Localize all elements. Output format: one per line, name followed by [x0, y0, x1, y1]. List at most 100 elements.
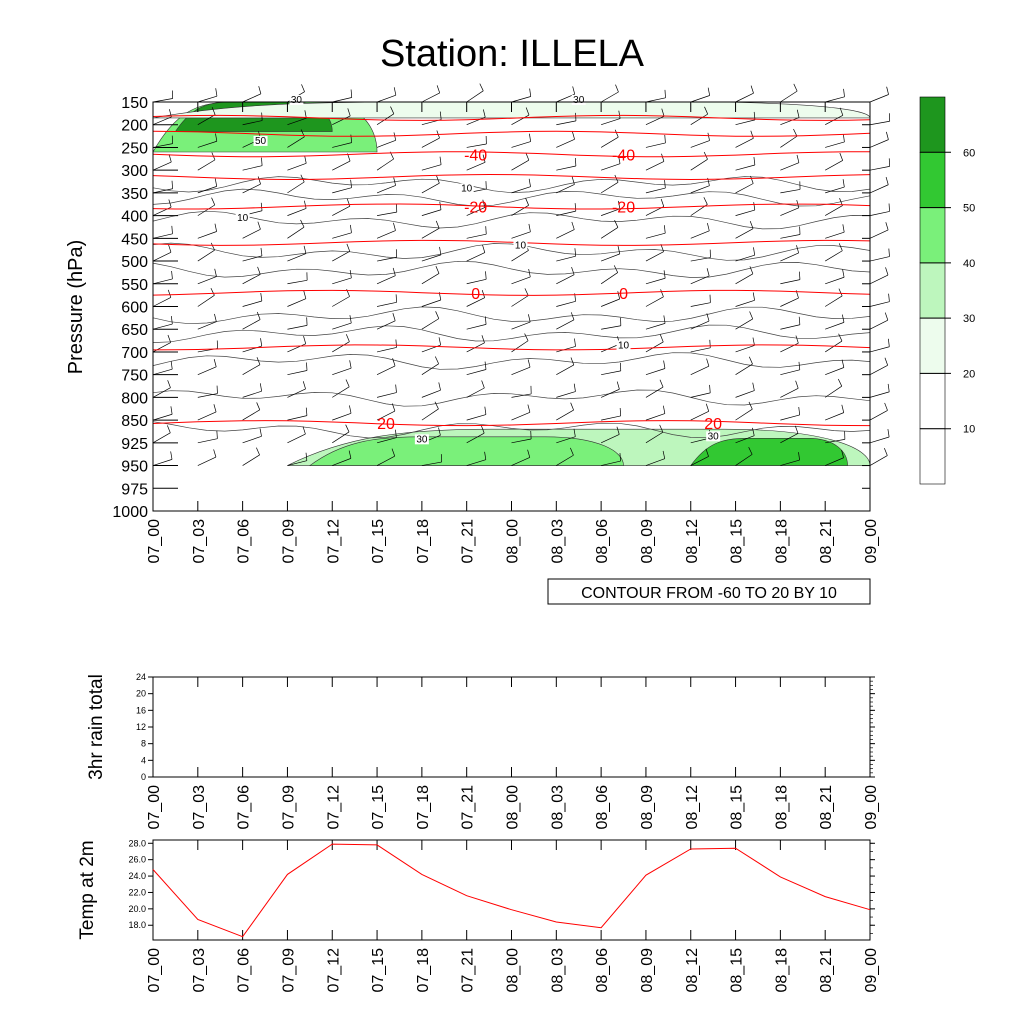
- wind-barb-shaft: [197, 186, 217, 194]
- wind-barb: [735, 175, 754, 194]
- wind-barb-shaft: [466, 143, 487, 148]
- wind-barb-shaft: [556, 255, 576, 262]
- wind-barb-shaft: [511, 393, 532, 398]
- wind-barb: [556, 267, 575, 285]
- wind-barb-shaft: [376, 365, 396, 375]
- wind-barb-flag: [210, 287, 215, 296]
- wind-barb-shaft: [556, 229, 575, 239]
- wind-barb-shaft: [466, 252, 485, 262]
- wind-barb-flag: [707, 87, 711, 96]
- wind-barb: [735, 382, 755, 398]
- wind-barb: [421, 246, 442, 262]
- wind-barb-flag: [885, 222, 889, 230]
- wind-barb: [780, 245, 799, 262]
- wind-barb: [645, 289, 664, 307]
- wind-barb: [825, 88, 845, 103]
- contour-label-bg: [571, 95, 586, 105]
- wind-barb-shaft: [376, 256, 397, 262]
- wind-barb-flag: [302, 426, 306, 435]
- wind-barb: [421, 311, 440, 330]
- wind-barb-shaft: [421, 299, 441, 307]
- wind-barb-flag: [170, 406, 173, 415]
- wind-barb-flag: [703, 197, 708, 205]
- time-tick-label: 07_03: [191, 519, 208, 564]
- wind-barb-shaft: [869, 301, 890, 307]
- wind-barb-shaft: [735, 119, 756, 126]
- wind-barb-shaft: [376, 275, 396, 285]
- wind-barb-flag: [395, 429, 397, 438]
- pressure-tick-label: 150: [121, 95, 148, 112]
- wind-speed-contour-2: [152, 210, 871, 230]
- wind-barb-flag: [617, 246, 621, 254]
- wind-barb-shaft: [780, 162, 800, 171]
- wind-barb-flag: [436, 175, 440, 184]
- wind-barb-shaft: [421, 228, 440, 239]
- temperature-contour-label: -20: [612, 200, 635, 217]
- wind-barb-shaft: [690, 302, 711, 307]
- wind-barb-flag: [484, 451, 487, 460]
- wind-speed-contour-label: 30: [573, 95, 585, 106]
- wind-barb-flag: [482, 109, 486, 118]
- wind-barb-shaft: [376, 437, 397, 444]
- wind-barb-shaft: [377, 211, 397, 216]
- wind-barb-shaft: [735, 345, 755, 353]
- wind-barb: [825, 288, 843, 307]
- wind-barb-shaft: [287, 117, 307, 126]
- wind-barb-flag: [660, 198, 665, 207]
- wind-barb: [242, 311, 261, 330]
- wind-barb-shaft: [780, 433, 799, 444]
- wind-barb-flag: [393, 132, 397, 141]
- contour-label-bg: [235, 213, 250, 224]
- time-axis: 07_00 07_03 07_06 07_09 07_12 07_15 07_18 07_21…: [146, 102, 880, 564]
- wind-barb: [332, 379, 350, 398]
- wind-barb: [421, 265, 440, 285]
- temp-time-tick-label: 07_00: [146, 948, 163, 993]
- pressure-tick-label: 350: [121, 186, 148, 203]
- wind-barb-shaft: [287, 208, 307, 216]
- wind-barb-flag: [842, 179, 845, 188]
- wind-barb-shaft: [825, 322, 845, 330]
- wind-barb-shaft: [466, 116, 486, 126]
- wind-barb-shaft: [466, 432, 485, 444]
- wind-barb-flag: [885, 176, 889, 185]
- wind-barb-flag: [839, 107, 844, 116]
- temp-time-tick-label: 07_18: [415, 948, 432, 993]
- wind-barb-flag: [303, 336, 307, 344]
- wind-barb-shaft: [869, 229, 889, 239]
- wind-barb-flag: [753, 157, 756, 166]
- wind-barb: [600, 129, 619, 148]
- wind-barb-shaft: [690, 411, 709, 421]
- wind-barb-flag: [303, 290, 307, 299]
- wind-barb: [600, 291, 621, 307]
- wind-barb: [825, 449, 844, 466]
- time-tick-label: 08_03: [549, 519, 566, 564]
- wind-barb-flag: [168, 199, 172, 208]
- wind-barb: [242, 247, 263, 262]
- wind-barb-shaft: [735, 164, 755, 171]
- wind-barb-shaft: [332, 386, 350, 398]
- wind-barb-shaft: [421, 273, 440, 285]
- rain-time-tick-label: 07_21: [460, 785, 477, 830]
- wind-barb: [601, 200, 621, 216]
- wind-barb-shaft: [152, 342, 171, 353]
- wind-barb-shaft: [511, 186, 531, 194]
- wind-barb-shaft: [152, 459, 173, 466]
- contour-label-bg: [414, 434, 429, 445]
- wind-barb: [869, 402, 888, 421]
- wind-barb-shaft: [242, 345, 262, 353]
- legend-tick-label: 50: [963, 203, 975, 215]
- wind-barb: [376, 87, 397, 103]
- wind-barb: [511, 431, 532, 444]
- wind-barb: [690, 132, 710, 148]
- wind-barb-flag: [392, 313, 396, 321]
- wind-barb-shaft: [600, 272, 618, 285]
- wind-barb: [332, 243, 351, 262]
- wind-barb-shaft: [332, 341, 350, 353]
- wind-barb-shaft: [601, 118, 621, 126]
- wind-barb-flag: [257, 221, 261, 230]
- wind-barb: [421, 454, 442, 466]
- wind-barb-shaft: [869, 94, 889, 103]
- wind-barb-shaft: [197, 204, 215, 216]
- wind-barb-shaft: [152, 387, 171, 398]
- wind-barb-flag: [259, 383, 262, 392]
